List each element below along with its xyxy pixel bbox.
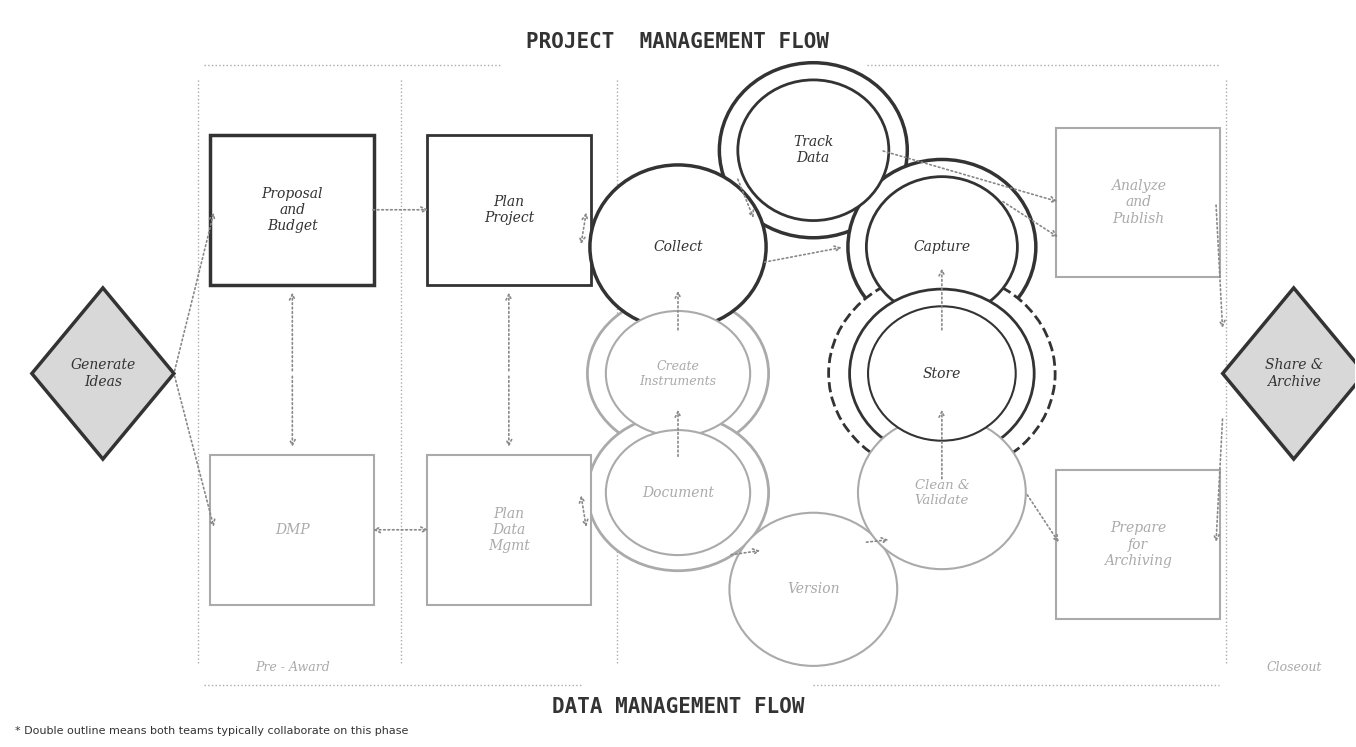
Ellipse shape — [587, 415, 769, 571]
Ellipse shape — [606, 311, 750, 436]
Text: Proposal
and
Budget: Proposal and Budget — [262, 187, 323, 233]
Polygon shape — [31, 288, 174, 459]
Text: Analyze
and
Publish: Analyze and Publish — [1111, 179, 1166, 226]
Ellipse shape — [850, 289, 1035, 458]
Ellipse shape — [719, 63, 907, 238]
Text: DMP: DMP — [275, 523, 309, 537]
Ellipse shape — [730, 512, 898, 666]
Text: DATA MANAGEMENT FLOW: DATA MANAGEMENT FLOW — [552, 697, 804, 717]
Ellipse shape — [606, 430, 750, 555]
Ellipse shape — [829, 272, 1055, 475]
Ellipse shape — [858, 416, 1025, 569]
Text: Document: Document — [641, 486, 715, 500]
Text: Share &
Archive: Share & Archive — [1265, 359, 1323, 388]
FancyBboxPatch shape — [1056, 470, 1220, 619]
Text: Version: Version — [786, 583, 839, 596]
Text: Plan
Project: Plan Project — [484, 195, 534, 225]
FancyBboxPatch shape — [427, 455, 591, 604]
FancyBboxPatch shape — [210, 135, 374, 285]
Text: Pre - Award: Pre - Award — [255, 661, 330, 674]
Text: Closeout: Closeout — [1267, 661, 1321, 674]
Text: Prepare
for
Archiving: Prepare for Archiving — [1104, 521, 1172, 568]
Ellipse shape — [738, 80, 888, 220]
Ellipse shape — [866, 176, 1017, 317]
Polygon shape — [1223, 288, 1356, 459]
Ellipse shape — [868, 306, 1016, 441]
Text: Generate
Ideas: Generate Ideas — [71, 359, 136, 388]
Text: Collect: Collect — [654, 240, 702, 254]
Text: Plan
Data
Mgmt: Plan Data Mgmt — [488, 506, 530, 553]
Text: Create
Instruments: Create Instruments — [640, 359, 716, 388]
Text: PROJECT  MANAGEMENT FLOW: PROJECT MANAGEMENT FLOW — [526, 32, 830, 52]
Ellipse shape — [590, 165, 766, 329]
Text: Capture: Capture — [914, 240, 971, 254]
Ellipse shape — [587, 295, 769, 452]
FancyBboxPatch shape — [210, 455, 374, 604]
FancyBboxPatch shape — [427, 135, 591, 285]
FancyBboxPatch shape — [1056, 128, 1220, 277]
Text: Track
Data: Track Data — [793, 135, 834, 165]
Ellipse shape — [848, 159, 1036, 335]
Text: * Double outline means both teams typically collaborate on this phase: * Double outline means both teams typica… — [15, 726, 408, 736]
Text: Store: Store — [922, 367, 961, 380]
Text: Clean &
Validate: Clean & Validate — [914, 479, 970, 506]
